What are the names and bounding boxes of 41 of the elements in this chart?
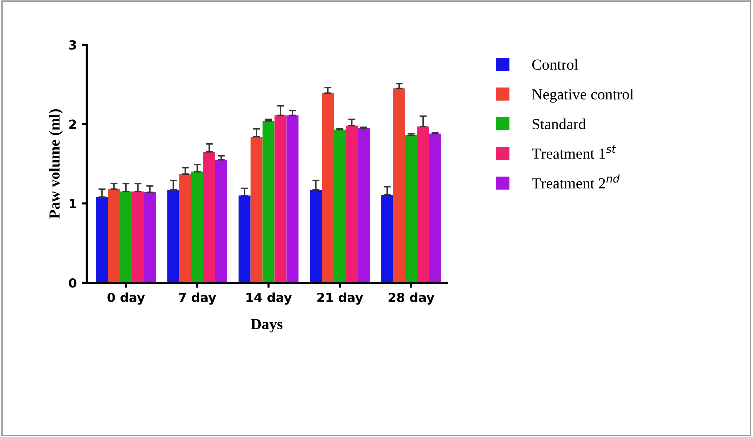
bar: [310, 190, 322, 283]
y-tick-label: 1: [70, 199, 76, 208]
bar: [334, 130, 346, 283]
y-axis-title: Paw volume (ml): [49, 110, 64, 219]
bar: [381, 194, 394, 283]
bar: [322, 93, 334, 283]
bar: [108, 189, 120, 283]
bar: [120, 192, 132, 283]
y-tick-label: 0: [69, 278, 77, 288]
bar: [238, 196, 251, 283]
bar: [192, 172, 204, 283]
legend-label: Treatment 2$^{nd}$: [532, 174, 620, 189]
bar: [180, 174, 192, 283]
bar: [286, 116, 299, 283]
bar: [132, 192, 144, 283]
x-tick-label: 7 day: [179, 292, 216, 305]
x-tick-label: 14 day: [246, 292, 292, 305]
bar: [346, 126, 358, 283]
bar: [203, 152, 216, 283]
bar: [168, 190, 180, 283]
bar: [429, 134, 442, 283]
bar: [393, 88, 406, 283]
bar: [274, 116, 287, 283]
bar: [96, 197, 108, 283]
x-axis-title: Days: [251, 319, 283, 333]
x-tick-label: 0 day: [108, 292, 146, 305]
bar: [262, 121, 275, 283]
legend-label: Control: [532, 59, 578, 70]
legend-label: Treatment 1$^{st}$: [532, 146, 616, 160]
legend-label: Standard: [532, 118, 586, 130]
legend-label: Negative control: [532, 88, 634, 103]
y-tick-label: 2: [70, 120, 76, 130]
x-tick-label: 21 day: [318, 292, 364, 305]
bar: [215, 160, 228, 283]
bar: [144, 192, 156, 283]
y-tick-label: 3: [69, 40, 76, 50]
bar: [250, 137, 263, 283]
bar: [405, 135, 418, 283]
bar: [417, 126, 430, 283]
bar: [358, 128, 370, 283]
x-tick-label: 28 day: [388, 292, 435, 305]
